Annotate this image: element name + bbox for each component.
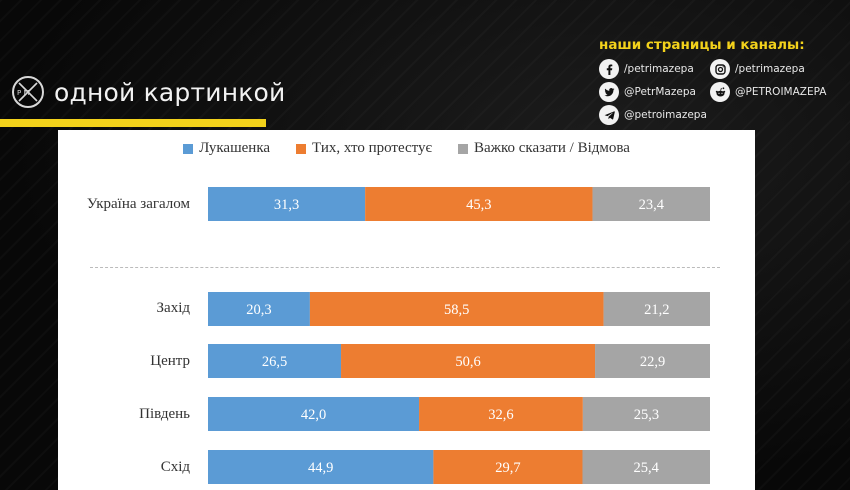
- bar-lukashenka-3: [208, 397, 420, 431]
- bar-lukashenka-0: [208, 187, 366, 221]
- category-label-south: Південь: [139, 406, 190, 422]
- data-label-lukashenka-4: 44,9: [308, 460, 333, 476]
- chart-legend: Лукашенка Тих, хто протестує Важко сказа…: [58, 140, 755, 157]
- facebook-handle: /petrimazepa: [624, 63, 694, 75]
- bar-undecided-0: [592, 187, 710, 221]
- twitter-icon: [599, 82, 619, 102]
- legend-swatch-lukashenka: [183, 143, 194, 154]
- twitter-link[interactable]: @PetrMazepa: [599, 82, 696, 102]
- data-label-lukashenka-1: 20,3: [246, 302, 271, 318]
- bar-undecided-3: [582, 397, 710, 431]
- legend-swatch-undecided: [457, 143, 468, 154]
- reddit-link[interactable]: @PETROIMAZEPA: [710, 82, 826, 102]
- legend-label-protesters: Тих, хто протестує: [312, 140, 432, 156]
- bar-protesters-4: [433, 450, 583, 484]
- bar-lukashenka-2: [208, 344, 342, 378]
- data-label-undecided-2: 22,9: [640, 354, 665, 370]
- bars-area: 31,3 45,3 23,4 20,3 58,5 21,2 26,5 50,6 22,9 42,0…: [208, 187, 710, 484]
- chart-panel: Лукашенка Тих, хто протестує Важко сказа…: [58, 130, 755, 490]
- bar-protesters-1: [309, 292, 604, 326]
- links-title: наши страницы и каналы:: [599, 37, 805, 53]
- telegram-link[interactable]: @petroimazepa: [599, 105, 707, 125]
- facebook-icon: [599, 59, 619, 79]
- data-label-protesters-4: 29,7: [495, 460, 520, 476]
- instagram-link[interactable]: /petrimazepa: [710, 59, 805, 79]
- legend-item-undecided: Важко сказати / Відмова: [457, 140, 630, 157]
- legend-item-protesters: Тих, хто протестує: [296, 140, 432, 157]
- bar-lukashenka-1: [208, 292, 310, 326]
- bar-protesters-2: [341, 344, 596, 378]
- bar-undecided-2: [595, 344, 710, 378]
- data-label-undecided-3: 25,3: [634, 407, 659, 423]
- data-label-protesters-2: 50,6: [455, 354, 480, 370]
- brand-logo-letters: P M: [17, 89, 30, 97]
- legend-swatch-protesters: [296, 143, 307, 154]
- data-label-lukashenka-3: 42,0: [301, 407, 326, 423]
- brand[interactable]: P M одной картинкой: [12, 76, 286, 108]
- category-label-west: Захід: [156, 300, 190, 316]
- data-label-undecided-1: 21,2: [644, 302, 669, 318]
- pen-cross-icon: P M: [17, 82, 38, 102]
- facebook-link[interactable]: /petrimazepa: [599, 59, 694, 79]
- group-divider: [90, 267, 720, 268]
- legend-item-lukashenka: Лукашенка: [183, 140, 270, 157]
- legend-label-undecided: Важко сказати / Відмова: [473, 140, 630, 156]
- reddit-handle: @PETROIMAZEPA: [735, 86, 827, 98]
- reddit-icon: [710, 82, 730, 102]
- bar-protesters-0: [365, 187, 593, 221]
- data-label-lukashenka-0: 31,3: [274, 197, 299, 213]
- data-label-protesters-3: 32,6: [488, 407, 513, 423]
- bar-protesters-3: [419, 397, 583, 431]
- data-label-undecided-0: 23,4: [639, 197, 665, 213]
- category-label-center: Центр: [150, 353, 190, 369]
- instagram-icon: [710, 59, 730, 79]
- twitter-handle: @PetrMazepa: [624, 86, 696, 98]
- data-label-protesters-0: 45,3: [466, 197, 491, 213]
- telegram-handle: @petroimazepa: [624, 109, 707, 121]
- bar-lukashenka-4: [208, 450, 434, 484]
- data-label-lukashenka-2: 26,5: [262, 354, 287, 370]
- instagram-handle: /petrimazepa: [735, 63, 805, 75]
- brand-logo: P M: [12, 76, 44, 108]
- category-label-ukraine: Україна загалом: [86, 196, 190, 212]
- bar-undecided-1: [603, 292, 710, 326]
- data-label-protesters-1: 58,5: [444, 302, 469, 318]
- legend-label-lukashenka: Лукашенка: [199, 140, 271, 156]
- data-label-undecided-4: 25,4: [634, 460, 660, 476]
- bar-undecided-4: [582, 450, 710, 484]
- brand-name: одной картинкой: [54, 77, 286, 107]
- accent-bar: [0, 119, 266, 127]
- category-label-east: Схід: [160, 459, 190, 475]
- telegram-icon: [599, 105, 619, 125]
